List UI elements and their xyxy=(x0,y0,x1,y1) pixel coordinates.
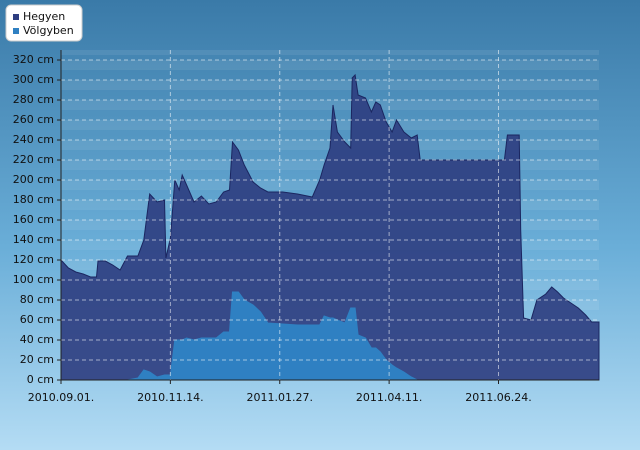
y-tick-label: 120 cm xyxy=(13,253,54,266)
y-tick-label: 140 cm xyxy=(13,233,54,246)
legend-box xyxy=(5,4,83,42)
x-tick-label: 2011.04.11. xyxy=(356,391,422,404)
y-tick-label: 220 cm xyxy=(13,153,54,166)
legend-label: Hegyen xyxy=(23,10,65,23)
y-tick-label: 80 cm xyxy=(20,293,54,306)
y-tick-label: 280 cm xyxy=(13,93,54,106)
legend-swatch xyxy=(13,14,19,20)
plot-stripe xyxy=(61,100,599,110)
x-tick-label: 2010.11.14. xyxy=(137,391,203,404)
y-tick-label: 20 cm xyxy=(20,353,54,366)
plot-stripe xyxy=(61,120,599,130)
y-tick-label: 0 cm xyxy=(27,373,54,386)
y-tick-label: 100 cm xyxy=(13,273,54,286)
y-tick-label: 180 cm xyxy=(13,193,54,206)
y-tick-label: 200 cm xyxy=(13,173,54,186)
legend-swatch xyxy=(13,28,19,34)
y-tick-label: 40 cm xyxy=(20,333,54,346)
y-tick-label: 240 cm xyxy=(13,133,54,146)
plot-stripe xyxy=(61,80,599,90)
x-tick-label: 2011.06.24. xyxy=(465,391,531,404)
plot-stripe xyxy=(61,60,599,70)
y-tick-label: 260 cm xyxy=(13,113,54,126)
y-tick-label: 300 cm xyxy=(13,73,54,86)
y-tick-label: 320 cm xyxy=(13,53,54,66)
x-tick-label: 2011.01.27. xyxy=(247,391,313,404)
y-tick-label: 60 cm xyxy=(20,313,54,326)
plot-stripe xyxy=(61,50,599,55)
y-tick-label: 160 cm xyxy=(13,213,54,226)
x-tick-label: 2010.09.01. xyxy=(28,391,94,404)
legend-label: Völgyben xyxy=(23,24,74,37)
